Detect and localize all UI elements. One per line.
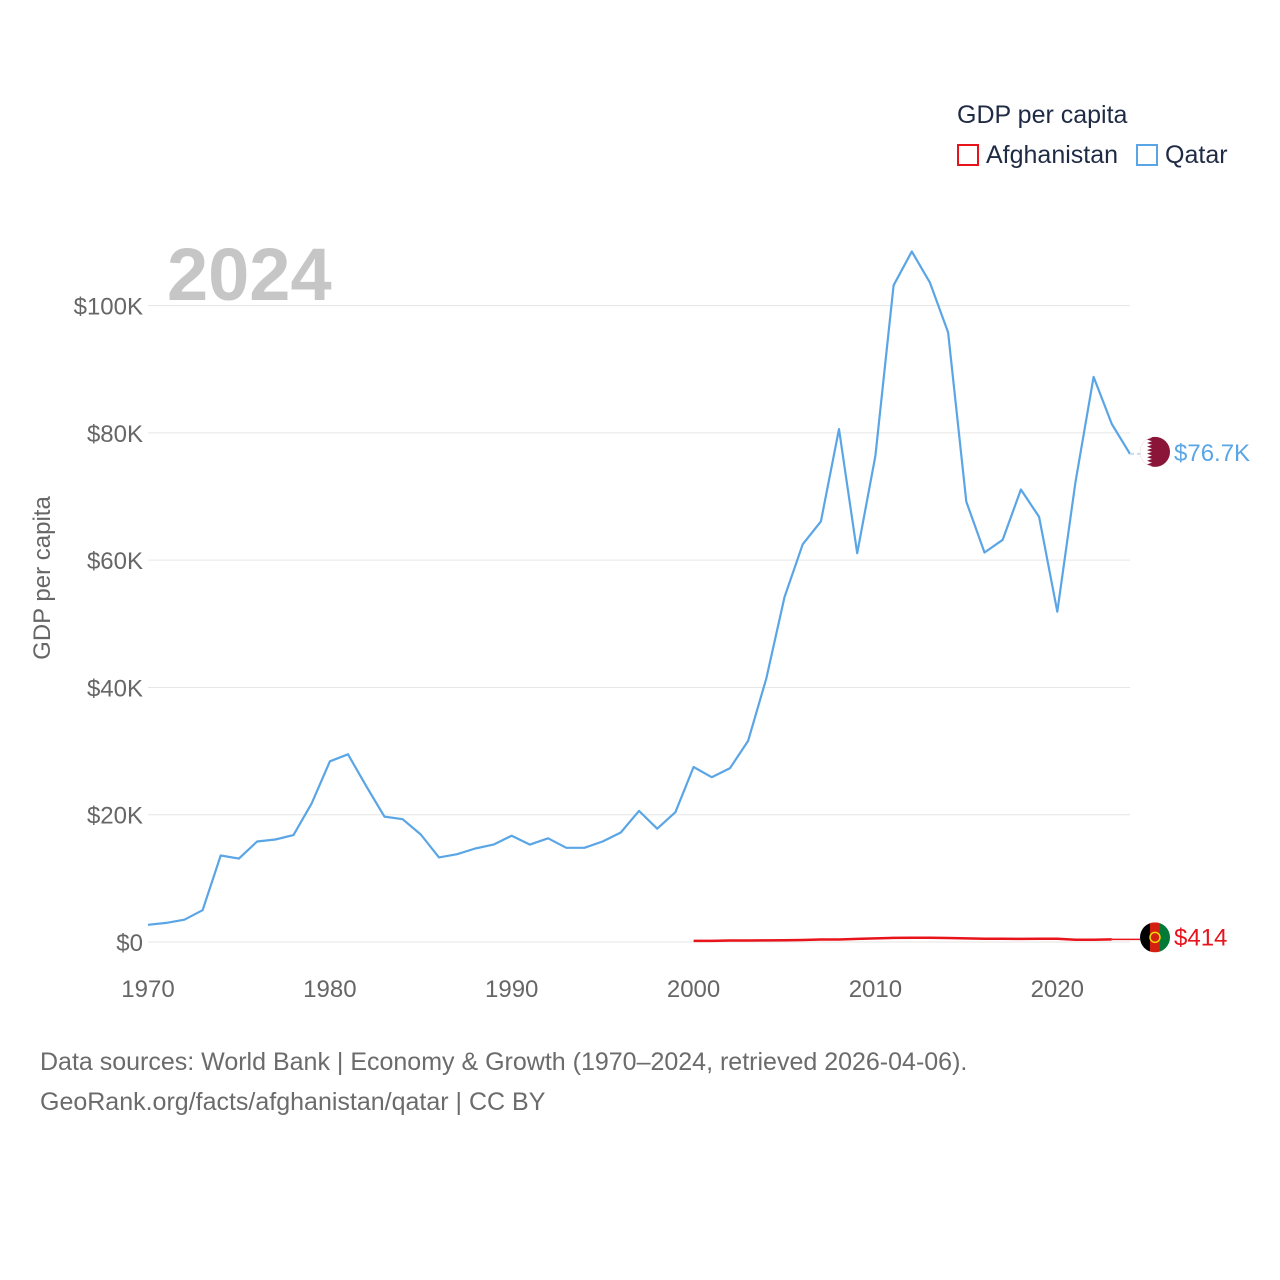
y-tick-label-1: $20K xyxy=(87,803,143,830)
legend-label-qatar: Qatar xyxy=(1165,141,1228,169)
legend-item-qatar[interactable]: Qatar xyxy=(1136,138,1228,172)
y-axis-ticks: $0 $20K $40K $60K $80K $100K xyxy=(74,294,143,957)
end-label-afghanistan: $414 xyxy=(1174,924,1227,951)
y-tick-label-2: $40K xyxy=(87,675,143,702)
gridlines xyxy=(148,305,1130,943)
end-markers: $76.7K $414 xyxy=(1140,436,1250,953)
x-tick-label-3: 2000 xyxy=(667,976,720,1003)
x-tick-label-5: 2020 xyxy=(1031,976,1084,1003)
x-tick-label-4: 2010 xyxy=(849,976,902,1003)
legend-entries: Afghanistan Qatar xyxy=(957,138,1246,172)
series-line-qatar xyxy=(147,250,1131,926)
flag-qatar-icon xyxy=(1140,436,1170,467)
legend-swatch-afghanistan xyxy=(957,144,979,166)
flag-afghanistan-icon xyxy=(1140,922,1170,953)
year-watermark: 2024 xyxy=(167,233,332,316)
legend-label-afghanistan: Afghanistan xyxy=(986,141,1119,169)
legend: GDP per capita Afghanistan Qatar xyxy=(957,98,1246,172)
series-lines xyxy=(147,250,1140,943)
y-tick-label-5: $100K xyxy=(74,294,143,321)
x-tick-label-2: 1990 xyxy=(485,976,538,1003)
y-axis-title: GDP per capita xyxy=(29,496,56,660)
legend-item-afghanistan[interactable]: Afghanistan xyxy=(957,138,1118,172)
footer-line-1: Data sources: World Bank | Economy & Gro… xyxy=(40,1048,968,1076)
series-line-afghanistan xyxy=(693,936,1112,943)
x-tick-label-0: 1970 xyxy=(121,976,174,1003)
legend-swatch-qatar xyxy=(1136,144,1159,166)
end-label-qatar: $76.7K xyxy=(1174,440,1250,467)
y-tick-label-3: $60K xyxy=(87,548,143,575)
x-tick-label-1: 1980 xyxy=(303,976,356,1003)
x-axis-ticks: 1970 1980 1990 2000 2010 2020 xyxy=(121,976,1084,1003)
footer-line-2: GeoRank.org/facts/afghanistan/qatar | CC… xyxy=(40,1088,546,1116)
legend-title: GDP per capita xyxy=(957,101,1128,129)
y-tick-label-4: $80K xyxy=(87,421,143,448)
y-tick-label-0: $0 xyxy=(116,930,143,957)
footer-source: Data sources: World Bank | Economy & Gro… xyxy=(40,1042,967,1122)
